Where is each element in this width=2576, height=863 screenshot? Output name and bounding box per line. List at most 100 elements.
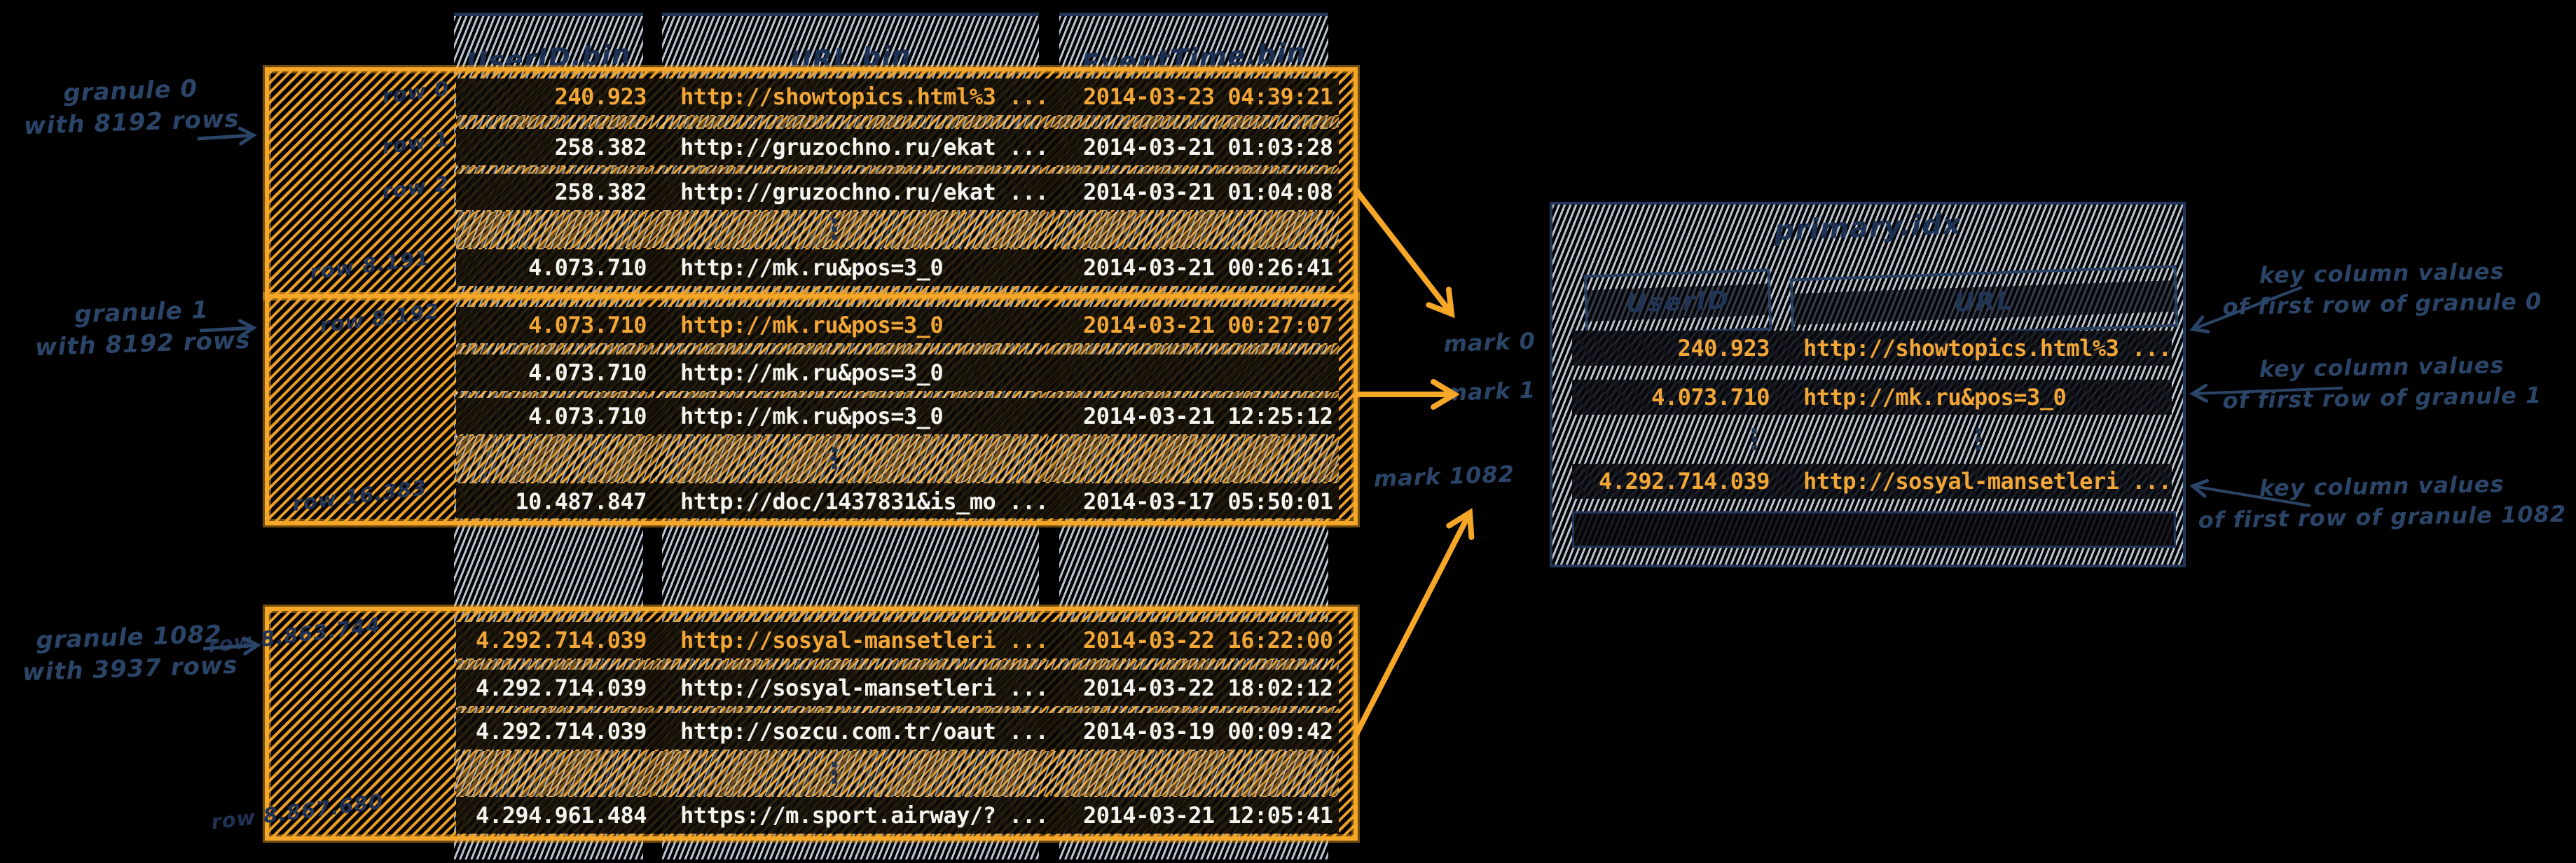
row-label: row 8.191 xyxy=(308,245,432,284)
row-label: row 2 xyxy=(380,171,451,204)
marks-ellipsis-band: ⋮ ⋮ xyxy=(1572,419,2172,461)
mark-row: 240.923 http://showtopics.html%3 ... xyxy=(1572,331,2172,366)
key-values-annotation-granule-0: key column values of first row of granul… xyxy=(2192,254,2571,322)
cell-userid: 4.073.710 xyxy=(528,403,647,429)
row-separator xyxy=(456,116,1339,127)
table-row: 240.923 http://showtopics.html%3 ... 201… xyxy=(456,78,1339,115)
table-row: 4.073.710 http://mk.ru&pos=3_0 2014-03-2… xyxy=(456,398,1339,434)
cell-url: https://m.sport.airway/? ... xyxy=(680,802,1049,829)
row-separator xyxy=(456,167,1339,174)
cell-userid: 4.294.961.484 xyxy=(476,802,647,829)
table-row: 4.073.710 http://mk.ru&pos=3_0 xyxy=(456,354,1339,391)
mark-1-label: mark 1 xyxy=(1442,376,1536,407)
row-separator xyxy=(456,392,1339,398)
table-row: 4.292.714.039 http://sozcu.com.tr/oaut .… xyxy=(456,713,1339,750)
primary-idx-title: primary.idx xyxy=(1773,208,1962,247)
mark-0-label: mark 0 xyxy=(1442,327,1536,358)
vertical-ellipsis: ⋮ xyxy=(1740,424,1768,456)
table-row: 4.073.710 http://mk.ru&pos=3_0 2014-03-2… xyxy=(456,249,1339,286)
table-row: 258.382 http://gruzochno.ru/ekat ... 201… xyxy=(456,174,1339,210)
cell-url: http://showtopics.html%3 ... xyxy=(680,83,1049,110)
rows-ellipsis-band: ⋮ xyxy=(456,751,1339,796)
cell-userid: 4.292.714.039 xyxy=(476,718,647,745)
cell-url: http://doc/1437831&is_mo ... xyxy=(680,488,1049,515)
arrow-granule-0-to-mark-0 xyxy=(1354,188,1455,319)
cell-eventtime: 2014-03-22 18:02:12 xyxy=(1083,675,1333,701)
cell-eventtime: 2014-03-17 05:50:01 xyxy=(1083,488,1333,515)
cell-userid: 4.073.710 xyxy=(1651,384,1770,410)
mark-1082-label: mark 1082 xyxy=(1373,460,1515,492)
table-row: 4.292.714.039 http://sosyal-mansetleri .… xyxy=(456,622,1339,658)
granule-1-block: row 8.192 row 16.383 4.073.710 http://mk… xyxy=(265,294,1358,525)
cell-url: http://sosyal-mansetleri ... xyxy=(680,627,1049,654)
cell-url: http://gruzochno.ru/ekat ... xyxy=(680,134,1049,160)
cell-url: http://mk.ru&pos=3_0 xyxy=(1803,384,2067,410)
cell-eventtime: 2014-03-23 04:39:21 xyxy=(1083,83,1333,110)
cell-url: http://sozcu.com.tr/oaut ... xyxy=(680,718,1049,745)
empty-mark-row xyxy=(1572,511,2176,548)
cell-eventtime: 2014-03-21 01:03:28 xyxy=(1083,134,1333,160)
annotation-line2: of first row of granule 1082 xyxy=(2198,500,2567,534)
primary-idx-box: primary.idx UserID URL 240.923 http://sh… xyxy=(1550,202,2186,567)
rows-ellipsis-band: ⋮ xyxy=(456,436,1339,482)
cell-url: http://mk.ru&pos=3_0 xyxy=(680,359,944,386)
cell-eventtime: 2014-03-21 01:04:08 xyxy=(1083,179,1333,205)
granule-0-annotation: granule 0 with 8192 rows xyxy=(8,71,255,143)
key-values-annotation-granule-1: key column values of first row of granul… xyxy=(2192,348,2571,416)
mark-row: 4.073.710 http://mk.ru&pos=3_0 xyxy=(1572,380,2172,415)
row-label: row 8.192 xyxy=(318,298,441,338)
cell-eventtime: 2014-03-19 00:09:42 xyxy=(1083,718,1333,745)
cell-url: http://mk.ru&pos=3_0 xyxy=(680,312,944,338)
granule-0-block: row 0 row 1 row 2 row 8.191 240.923 http… xyxy=(265,67,1358,298)
cell-userid: 258.382 xyxy=(554,179,647,205)
cell-userid: 4.073.710 xyxy=(528,312,647,338)
row-label: row 8.867.680 xyxy=(209,789,385,834)
cell-url: http://showtopics.html%3 ... xyxy=(1803,335,2172,361)
idx-header-userid: UserID xyxy=(1583,268,1772,337)
cell-url: http://mk.ru&pos=3_0 xyxy=(680,403,944,429)
vertical-ellipsis: ⋮ xyxy=(820,214,848,246)
row-label: row 1 xyxy=(380,126,451,159)
vertical-ellipsis: ⋮ xyxy=(820,757,848,789)
cell-userid: 10.487.847 xyxy=(515,488,647,515)
table-row: 258.382 http://gruzochno.ru/ekat ... 201… xyxy=(456,129,1339,165)
row-separator xyxy=(456,660,1339,670)
rows-ellipsis-band: ⋮ xyxy=(456,212,1339,248)
cell-userid: 4.292.714.039 xyxy=(476,627,647,654)
cell-url: http://gruzochno.ru/ekat ... xyxy=(680,179,1049,205)
row-label: row 16.383 xyxy=(291,475,429,516)
cell-eventtime: 2014-03-21 12:05:41 xyxy=(1083,802,1333,829)
row-label: row 0 xyxy=(380,76,451,109)
table-row: 4.292.714.039 http://sosyal-mansetleri .… xyxy=(456,670,1339,706)
cell-eventtime: 2014-03-21 12:25:12 xyxy=(1083,403,1333,429)
table-row: 4.073.710 http://mk.ru&pos=3_0 2014-03-2… xyxy=(456,307,1339,343)
cell-url: http://mk.ru&pos=3_0 xyxy=(680,254,944,281)
annotation-line2: of first row of granule 0 xyxy=(2222,288,2542,320)
cell-eventtime: 2014-03-22 16:22:00 xyxy=(1083,627,1333,654)
cell-userid: 4.292.714.039 xyxy=(476,675,647,701)
table-row: 4.294.961.484 https://m.sport.airway/? .… xyxy=(456,797,1339,834)
cell-userid: 258.382 xyxy=(554,134,647,160)
cell-userid: 240.923 xyxy=(554,83,647,110)
cell-userid: 4.292.714.039 xyxy=(1599,468,1770,495)
arrow-granule-1082-to-mark-1082 xyxy=(1352,508,1475,740)
cell-userid: 4.073.710 xyxy=(528,254,647,281)
cell-userid: 4.073.710 xyxy=(528,359,647,386)
vertical-ellipsis: ⋮ xyxy=(1964,424,1992,456)
cell-eventtime: 2014-03-21 00:26:41 xyxy=(1083,254,1333,281)
table-row: 10.487.847 http://doc/1437831&is_mo ... … xyxy=(456,483,1339,518)
mark-row: 4.292.714.039 http://sosyal-mansetleri .… xyxy=(1572,464,2172,499)
granule-1082-block: row 8.863.744 row 8.867.680 4.292.714.03… xyxy=(207,607,1358,841)
row-separator xyxy=(456,707,1339,713)
cell-url: http://sosyal-mansetleri ... xyxy=(680,675,1049,701)
vertical-ellipsis: ⋮ xyxy=(820,443,848,475)
cell-eventtime: 2014-03-21 00:27:07 xyxy=(1083,312,1333,338)
row-separator xyxy=(456,345,1339,354)
idx-header-url: URL xyxy=(1789,265,2179,340)
cell-url: http://sosyal-mansetleri ... xyxy=(1803,468,2172,495)
cell-userid: 240.923 xyxy=(1677,335,1770,361)
key-values-annotation-granule-1082: key column values of first row of granul… xyxy=(2192,467,2571,535)
annotation-line2: of first row of granule 1 xyxy=(2222,382,2542,414)
granule-1-annotation: granule 1 with 8192 rows xyxy=(19,293,266,364)
